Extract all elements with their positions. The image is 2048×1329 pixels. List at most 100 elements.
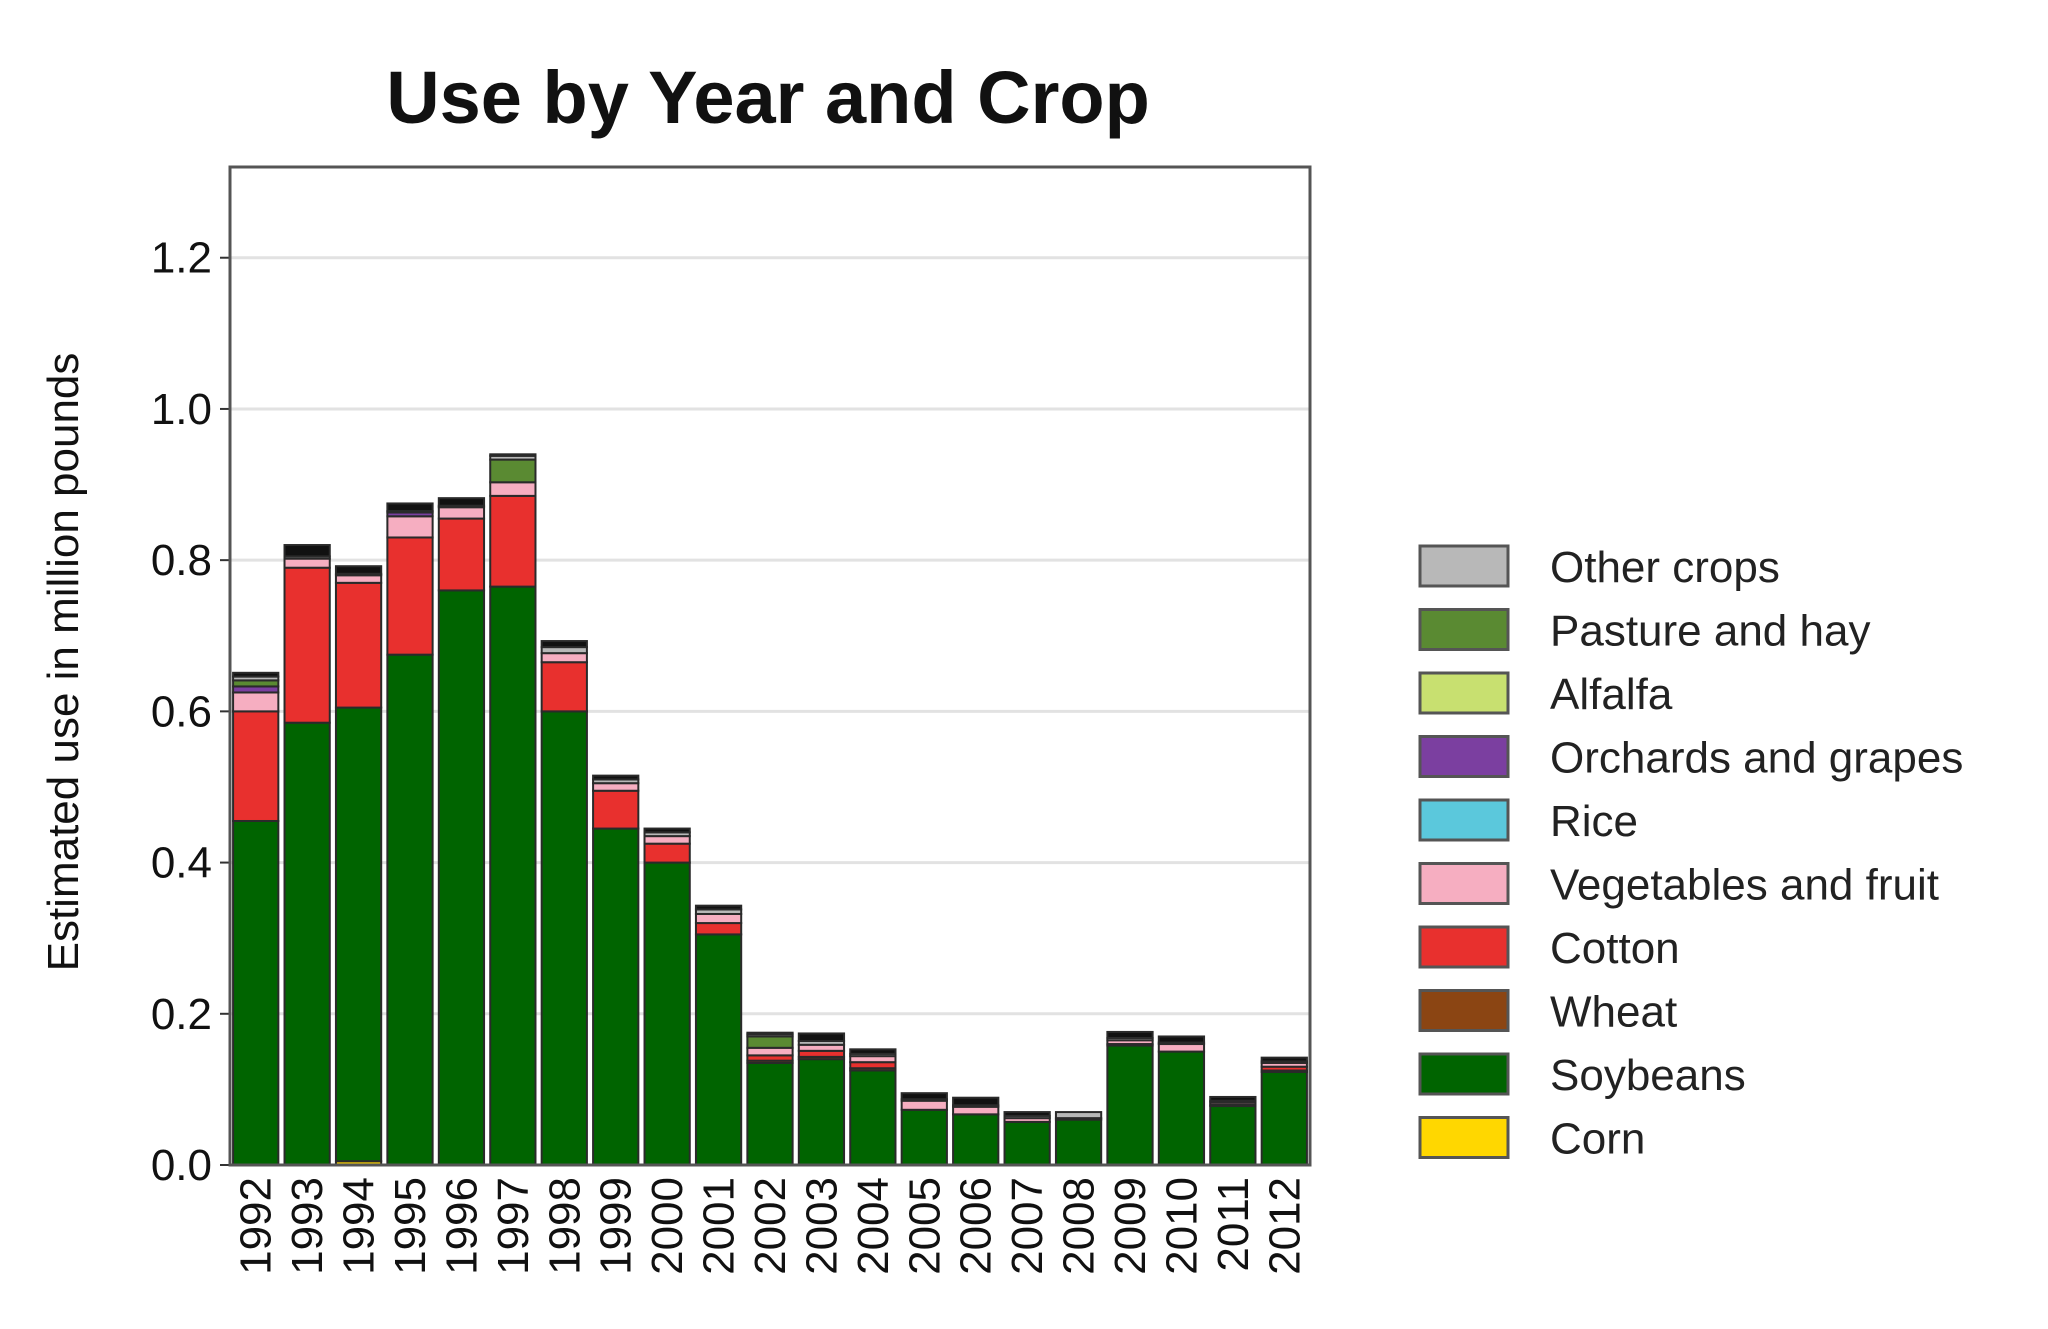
bar-segment bbox=[1260, 1071, 1308, 1166]
y-tick-label: 0.0 bbox=[151, 1141, 212, 1190]
bar-segment bbox=[489, 481, 537, 497]
legend-label: Other crops bbox=[1550, 543, 1780, 592]
bar-segment bbox=[900, 1092, 948, 1101]
bar-stack-2002 bbox=[746, 1031, 794, 1166]
bar-stack-2005 bbox=[900, 1092, 948, 1167]
y-tick-label: 0.2 bbox=[151, 990, 212, 1039]
x-tick-label: 2006 bbox=[952, 1177, 1001, 1275]
plot-frame bbox=[228, 165, 1312, 1167]
x-tick-label: 1994 bbox=[335, 1177, 384, 1275]
bar-segment bbox=[849, 1069, 897, 1167]
bar-segment bbox=[849, 1048, 897, 1055]
bar-segment bbox=[334, 581, 383, 709]
bar-segment bbox=[1106, 1030, 1154, 1039]
legend: Other crops Pasture and hay Alfalfa Orchard… bbox=[1418, 543, 1963, 1164]
legend-item: Orchards and grapes bbox=[1418, 734, 1963, 783]
y-tick-label: 1.2 bbox=[151, 234, 212, 283]
bar-segment bbox=[283, 557, 331, 569]
bar-segment bbox=[694, 933, 743, 1166]
legend-label: Soybeans bbox=[1550, 1051, 1746, 1100]
bar-segment bbox=[283, 544, 331, 558]
bar-segment bbox=[1054, 1111, 1103, 1120]
legend-swatch bbox=[1418, 1116, 1510, 1159]
bar-segment bbox=[437, 497, 486, 507]
legend-item: Cotton bbox=[1418, 924, 1680, 973]
bar-segment bbox=[797, 1058, 846, 1166]
x-tick-label: 2001 bbox=[695, 1177, 744, 1275]
bar-segment bbox=[592, 774, 640, 781]
bar-segment bbox=[283, 721, 331, 1166]
bar-stack-1999 bbox=[592, 774, 640, 1166]
bar-segment bbox=[386, 502, 434, 513]
y-tick-label: 0.6 bbox=[151, 687, 212, 736]
legend-item: Other crops bbox=[1418, 543, 1780, 592]
x-tick-label: 1996 bbox=[437, 1177, 486, 1275]
bar-segment bbox=[900, 1099, 948, 1111]
bar-segment bbox=[232, 710, 280, 822]
bar-stack-2006 bbox=[952, 1096, 1000, 1167]
bar-segment bbox=[952, 1113, 1000, 1167]
bar-segment bbox=[232, 671, 280, 678]
bar-segment bbox=[489, 453, 537, 457]
bar-segment bbox=[746, 1031, 794, 1036]
bar-segment bbox=[592, 789, 640, 830]
bar-segment bbox=[334, 706, 383, 1163]
legend-label: Rice bbox=[1550, 797, 1638, 846]
legend-swatch bbox=[1418, 735, 1510, 778]
legend-item: Alfalfa bbox=[1418, 670, 1673, 719]
x-tick-label: 2008 bbox=[1055, 1177, 1104, 1275]
y-tick-label: 0.8 bbox=[151, 536, 212, 585]
legend-swatch bbox=[1418, 862, 1510, 905]
bar-segment bbox=[489, 494, 537, 588]
bar-segment bbox=[540, 661, 588, 713]
x-tick-label: 2011 bbox=[1209, 1177, 1258, 1272]
bar-segment bbox=[540, 640, 588, 649]
legend-swatch bbox=[1418, 925, 1510, 969]
bar-segment bbox=[1209, 1095, 1257, 1102]
y-tick-label: 0.4 bbox=[151, 839, 212, 888]
bar-segment bbox=[643, 827, 691, 834]
x-tick-label: 1992 bbox=[232, 1177, 281, 1275]
bar-segment bbox=[1260, 1056, 1308, 1063]
bar-stack-2001 bbox=[694, 904, 743, 1166]
bar-segment bbox=[746, 1061, 794, 1166]
bar-segment bbox=[900, 1108, 948, 1167]
x-tick-label: 2003 bbox=[797, 1177, 846, 1275]
legend-label: Vegetables and fruit bbox=[1550, 861, 1939, 910]
legend-item: Soybeans bbox=[1418, 1051, 1746, 1100]
x-tick-label: 2007 bbox=[1003, 1177, 1052, 1275]
bar-segment bbox=[643, 835, 691, 845]
bar-segment bbox=[386, 536, 434, 656]
bar-segment bbox=[797, 1032, 846, 1043]
bar-stack-1998 bbox=[540, 640, 588, 1166]
legend-label: Corn bbox=[1550, 1115, 1645, 1164]
legend-item: Rice bbox=[1418, 797, 1638, 846]
bar-segment bbox=[952, 1096, 1000, 1107]
x-tick-label: 2000 bbox=[643, 1177, 692, 1275]
legend-label: Cotton bbox=[1550, 924, 1680, 973]
bar-stack-1994 bbox=[334, 565, 383, 1167]
bar-segment bbox=[592, 782, 640, 792]
bar-segment bbox=[1106, 1044, 1154, 1167]
x-tick-label: 1997 bbox=[489, 1177, 538, 1275]
bar-stack-2010 bbox=[1157, 1035, 1206, 1167]
x-tick-label: 1998 bbox=[540, 1177, 589, 1275]
bar-segment bbox=[437, 506, 486, 520]
bar-segment bbox=[1003, 1120, 1051, 1166]
bar-segment bbox=[437, 589, 486, 1166]
legend-swatch bbox=[1418, 544, 1510, 588]
legend-label: Pasture and hay bbox=[1550, 607, 1870, 656]
bar-segment bbox=[334, 565, 383, 575]
legend-swatch bbox=[1418, 671, 1510, 715]
bar-segment bbox=[746, 1046, 794, 1057]
bar-segment bbox=[334, 574, 383, 584]
bar-stack-2009 bbox=[1106, 1030, 1154, 1167]
bar-segment bbox=[1003, 1111, 1051, 1117]
x-tick-label: 1995 bbox=[386, 1177, 435, 1275]
bar-stack-1993 bbox=[283, 544, 331, 1166]
bar-stack-2011 bbox=[1209, 1095, 1257, 1166]
bar-segment bbox=[540, 652, 588, 664]
bar-segment bbox=[283, 566, 331, 724]
bar-segment bbox=[1054, 1118, 1103, 1166]
